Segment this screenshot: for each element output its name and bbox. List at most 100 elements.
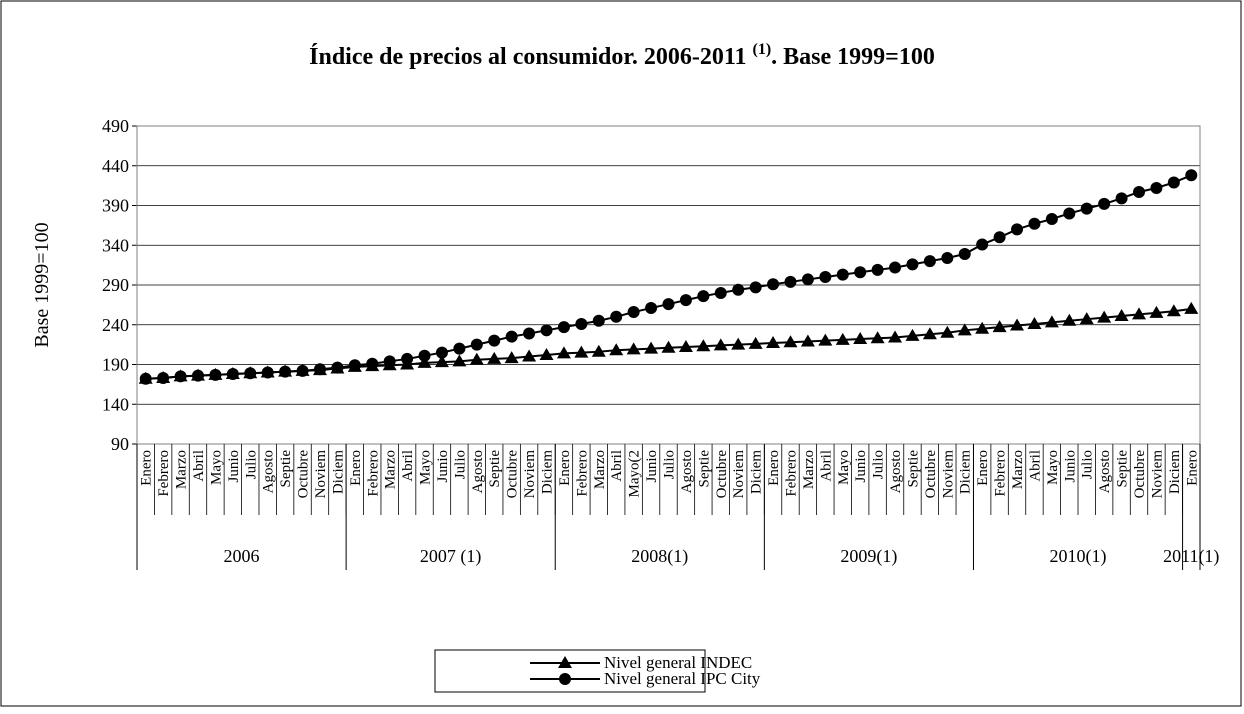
data-point	[261, 366, 274, 379]
x-tick-label: Febrero	[783, 450, 799, 497]
data-point	[505, 330, 518, 343]
data-point	[1133, 185, 1146, 198]
data-point	[487, 351, 502, 364]
x-tick-label: Marzo	[801, 450, 817, 489]
group-label: 2007 (1)	[420, 546, 482, 567]
data-point	[888, 330, 903, 343]
x-tick-label: Noviem	[313, 450, 329, 499]
data-point	[644, 341, 659, 354]
data-point	[889, 261, 902, 274]
data-point	[539, 347, 554, 360]
x-tick-label: Mayo	[836, 450, 852, 485]
data-point	[661, 340, 676, 353]
data-point	[697, 290, 710, 303]
data-point	[592, 314, 605, 327]
x-tick-label: Septie	[487, 450, 503, 488]
data-point	[905, 328, 920, 341]
group-label: 2006	[224, 546, 260, 566]
x-tick-label: Noviem	[522, 450, 538, 499]
x-tick-label: Enero	[557, 450, 573, 486]
x-tick-label: Mayo	[1045, 450, 1061, 485]
x-tick-label: Enero	[139, 450, 155, 486]
x-tick-label: Junio	[853, 450, 869, 483]
data-point	[1063, 207, 1076, 220]
data-point	[645, 302, 658, 315]
x-tick-label: Abril	[818, 450, 834, 482]
data-point	[801, 273, 814, 286]
x-tick-label: Diciem	[330, 450, 346, 494]
x-tick-label: Diciem	[540, 450, 556, 494]
legend-marker	[559, 673, 571, 685]
data-point	[401, 352, 414, 365]
data-point	[1011, 223, 1024, 236]
data-point	[626, 342, 641, 355]
x-tick-label: Agosto	[261, 450, 277, 493]
data-point	[1079, 312, 1094, 325]
data-point	[923, 255, 936, 268]
x-tick-label: Octubre	[714, 450, 730, 499]
data-point	[417, 355, 432, 368]
data-point	[470, 338, 483, 351]
x-tick-label: Diciem	[958, 450, 974, 494]
x-tick-label: Agosto	[1097, 450, 1113, 493]
x-tick-label: Diciem	[1167, 450, 1183, 494]
data-point	[348, 359, 361, 372]
data-point	[523, 327, 536, 340]
data-point	[1167, 176, 1180, 189]
data-point	[1114, 309, 1129, 322]
data-point	[853, 332, 868, 345]
x-tick-label: Marzo	[383, 450, 399, 489]
x-tick-label: Mayo	[208, 450, 224, 485]
title-sup: (1)	[753, 41, 772, 58]
legend-label: Nivel general INDEC	[604, 653, 752, 672]
data-point	[557, 321, 570, 334]
data-point	[766, 336, 781, 349]
data-point	[957, 323, 972, 336]
y-axis-label: Base 1999=100	[31, 222, 53, 347]
data-point	[1132, 307, 1147, 320]
x-tick-label: Noviem	[731, 450, 747, 499]
x-tick-label: Marzo	[592, 450, 608, 489]
x-tick-label: Octubre	[1132, 450, 1148, 499]
x-tick-label: Mayo	[418, 450, 434, 485]
x-tick-label: Febrero	[156, 450, 172, 497]
data-point	[296, 364, 309, 377]
x-tick-label: Diciem	[749, 450, 765, 494]
data-point	[958, 247, 971, 260]
x-tick-label: Enero	[766, 450, 782, 486]
data-point	[1010, 318, 1025, 331]
data-point	[488, 334, 501, 347]
data-point	[906, 258, 919, 271]
group-label: 2010(1)	[1050, 546, 1107, 567]
data-point	[1097, 310, 1112, 323]
x-tick-label: Julio	[1080, 450, 1096, 479]
data-point	[1028, 217, 1041, 230]
data-point	[992, 320, 1007, 333]
data-point	[209, 368, 222, 381]
x-tick-label: Febrero	[574, 450, 590, 497]
data-point	[976, 238, 989, 251]
x-tick-label: Julio	[243, 450, 259, 479]
x-tick-label: Noviem	[940, 450, 956, 499]
data-point	[748, 336, 763, 349]
data-point	[1045, 213, 1058, 226]
data-point	[174, 370, 187, 383]
data-point	[940, 325, 955, 338]
x-tick-label: Agosto	[470, 450, 486, 493]
data-point	[800, 334, 815, 347]
data-point	[1044, 315, 1059, 328]
x-tick-label: Octubre	[296, 450, 312, 499]
data-point	[366, 357, 379, 370]
title-end: . Base 1999=100	[771, 44, 935, 70]
data-point	[1115, 192, 1128, 205]
data-point	[696, 339, 711, 352]
x-tick-label: Enero	[1184, 450, 1200, 486]
x-tick-label: Enero	[975, 450, 991, 486]
y-tick-label: 340	[102, 235, 129, 255]
y-tick-label: 240	[102, 315, 129, 335]
data-point	[1150, 182, 1163, 195]
data-point	[993, 231, 1006, 244]
x-tick-label: Febrero	[365, 450, 381, 497]
data-point	[504, 351, 519, 364]
plot-area	[136, 125, 1201, 445]
